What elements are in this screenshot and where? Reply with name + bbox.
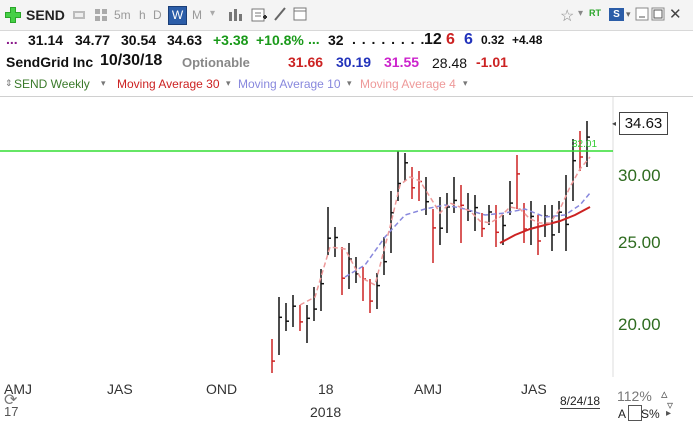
legend-item-ma4[interactable]: Moving Average 4 [360,77,456,91]
quote-open: 31.14 [28,32,64,48]
quote-row: ... 31.14 34.77 30.54 34.63 +3.38 +10.8%… [0,30,693,52]
ma-value-b: 30.19 [336,54,372,70]
zoom-label[interactable]: 112% [617,388,652,404]
legend-dropdown-icon[interactable]: ▾ [226,78,231,88]
ma-value-c: 31.55 [384,54,420,70]
add-symbol-icon[interactable] [5,7,21,23]
interval-w[interactable]: W [168,6,187,25]
breakout-line-label: 32.01 [572,139,597,150]
quote-high: 34.77 [75,32,111,48]
chart-toolbar: SEND 5m h D W M ▾ ☆ ▾ RT S ▾ ✕ [0,0,693,31]
info-row: SendGrid Inc 10/30/18 Optionable 31.66 3… [0,52,693,74]
favorite-star-icon[interactable]: ☆ [560,8,575,25]
interval-h[interactable]: h [139,8,146,22]
ma-value-a: 31.66 [288,54,324,70]
quote-last: 34.63 [167,32,203,48]
interval-m[interactable]: M [192,8,202,22]
ma-value-d: 28.48 [432,55,468,71]
indicator-add-icon[interactable] [251,7,267,28]
legend-item-price[interactable]: SEND Weekly [14,77,90,91]
x-tick-ond-2017: OND [206,381,238,397]
chart-style-icon[interactable] [72,8,86,20]
zoom-up-icon[interactable]: ▵ [661,386,668,401]
bar-date: 10/30/18 [100,52,163,69]
legend-item-ma30[interactable]: Moving Average 30 [117,77,220,91]
legend-divider [0,96,693,97]
s-dropdown-icon[interactable]: ▾ [626,9,631,19]
interval-dropdown-icon[interactable]: ▾ [210,8,216,19]
close-icon[interactable]: ✕ [669,6,682,23]
log-scale-checkbox[interactable] [628,405,642,421]
quote-v2: 6 [446,31,455,48]
minimize-icon[interactable] [635,7,649,26]
ma-value-e: -1.01 [476,54,508,70]
quote-v1: 12 [424,31,442,48]
ma30-line [499,206,591,244]
interval-d[interactable]: D [153,8,162,22]
quote-change-pct: +10.8% [256,32,304,48]
rt-label[interactable]: RT [589,8,601,18]
quote-dots: ... [308,31,320,47]
optionable-label: Optionable [182,55,250,70]
quote-change: +3.38 [213,32,249,48]
window-icon[interactable] [293,7,307,26]
legend-dropdown-icon[interactable]: ▾ [101,78,106,88]
price-pointer-icon: ◂ [612,119,617,128]
settings-chevron-icon[interactable]: ▸ [666,408,672,419]
ma4-line [299,156,591,306]
interval-5m[interactable]: 5m [114,8,131,22]
alert-dropdown-icon[interactable]: ▾ [578,8,584,19]
y-tick-25: 25.00 [618,233,661,252]
auto-scale-toggle[interactable]: A [618,407,627,421]
x-tick-amj-2017: AMJ [4,381,32,397]
ma10-line [344,192,591,278]
price-chart[interactable]: 32.01 [0,97,693,425]
x-year-2017-label: 17 [4,404,19,419]
current-date-label: 8/24/18 [560,394,601,409]
quote-v3: 6 [464,31,473,48]
y-tick-30: 30.00 [618,166,661,185]
x-tick-18: 18 [318,381,334,397]
price-bars [271,121,590,373]
symbol-label[interactable]: SEND [26,7,65,23]
company-name: SendGrid Inc [6,54,94,70]
quote-more: . . . . . . . . [352,31,426,47]
legend-dropdown-icon[interactable]: ▾ [463,78,468,88]
quote-v5: +4.48 [512,33,543,47]
quote-prefix: ... [6,31,18,47]
y-tick-20: 20.00 [618,315,661,334]
refresh-icon[interactable]: ⟳ [4,392,18,409]
x-tick-jas-2018: JAS [521,381,547,397]
quote-count: 32 [328,32,344,48]
bar-chart-icon[interactable] [228,8,244,27]
percent-scale-toggle[interactable]: S% [641,407,660,421]
x-tick-jas-2017: JAS [107,381,133,397]
s-badge[interactable]: S [609,8,624,21]
quote-low: 30.54 [121,32,157,48]
maximize-icon[interactable] [651,7,665,26]
grid-icon[interactable] [94,8,108,22]
zoom-down-icon[interactable]: ▿ [667,398,674,412]
x-tick-amj-2018: AMJ [414,381,442,397]
legend-expand-icon[interactable]: ⇕ [5,78,13,88]
draw-pencil-icon[interactable] [273,6,287,27]
indicator-legend: ⇕ SEND Weekly ▾ Moving Average 30 ▾ Movi… [0,76,693,94]
x-year-2018-label: 2018 [310,404,342,420]
last-price-box: 34.63 [619,112,668,135]
legend-item-ma10[interactable]: Moving Average 10 [238,77,341,91]
legend-dropdown-icon[interactable]: ▾ [347,78,352,88]
quote-v4: 0.32 [481,33,505,47]
